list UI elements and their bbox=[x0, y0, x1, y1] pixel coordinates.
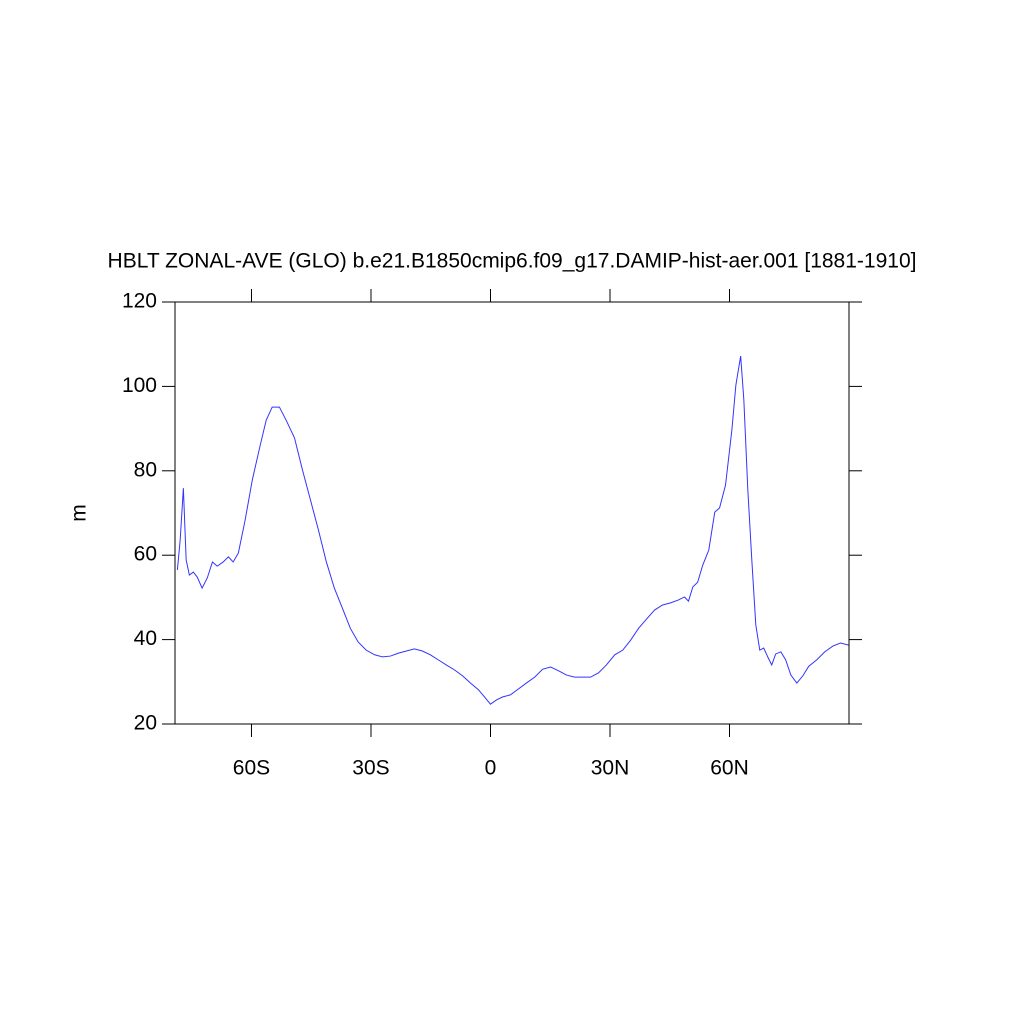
x-tick-label: 30S bbox=[352, 757, 389, 780]
y-tick-label: 120 bbox=[122, 290, 157, 313]
x-tick-label: 0 bbox=[485, 757, 497, 780]
y-tick-label: 20 bbox=[134, 712, 157, 735]
x-tick-label: 30N bbox=[591, 757, 630, 780]
x-tick-label: 60N bbox=[710, 757, 749, 780]
chart-title: HBLT ZONAL-AVE (GLO) b.e21.B1850cmip6.f0… bbox=[108, 250, 917, 273]
y-axis-label: m bbox=[68, 504, 91, 522]
y-tick-label: 100 bbox=[122, 374, 157, 397]
y-tick-label: 60 bbox=[134, 543, 157, 566]
y-tick-label: 80 bbox=[134, 458, 157, 481]
data-line bbox=[176, 355, 849, 705]
plot-frame bbox=[174, 301, 850, 725]
x-tick-label: 60S bbox=[233, 757, 270, 780]
y-tick-label: 40 bbox=[134, 627, 157, 650]
